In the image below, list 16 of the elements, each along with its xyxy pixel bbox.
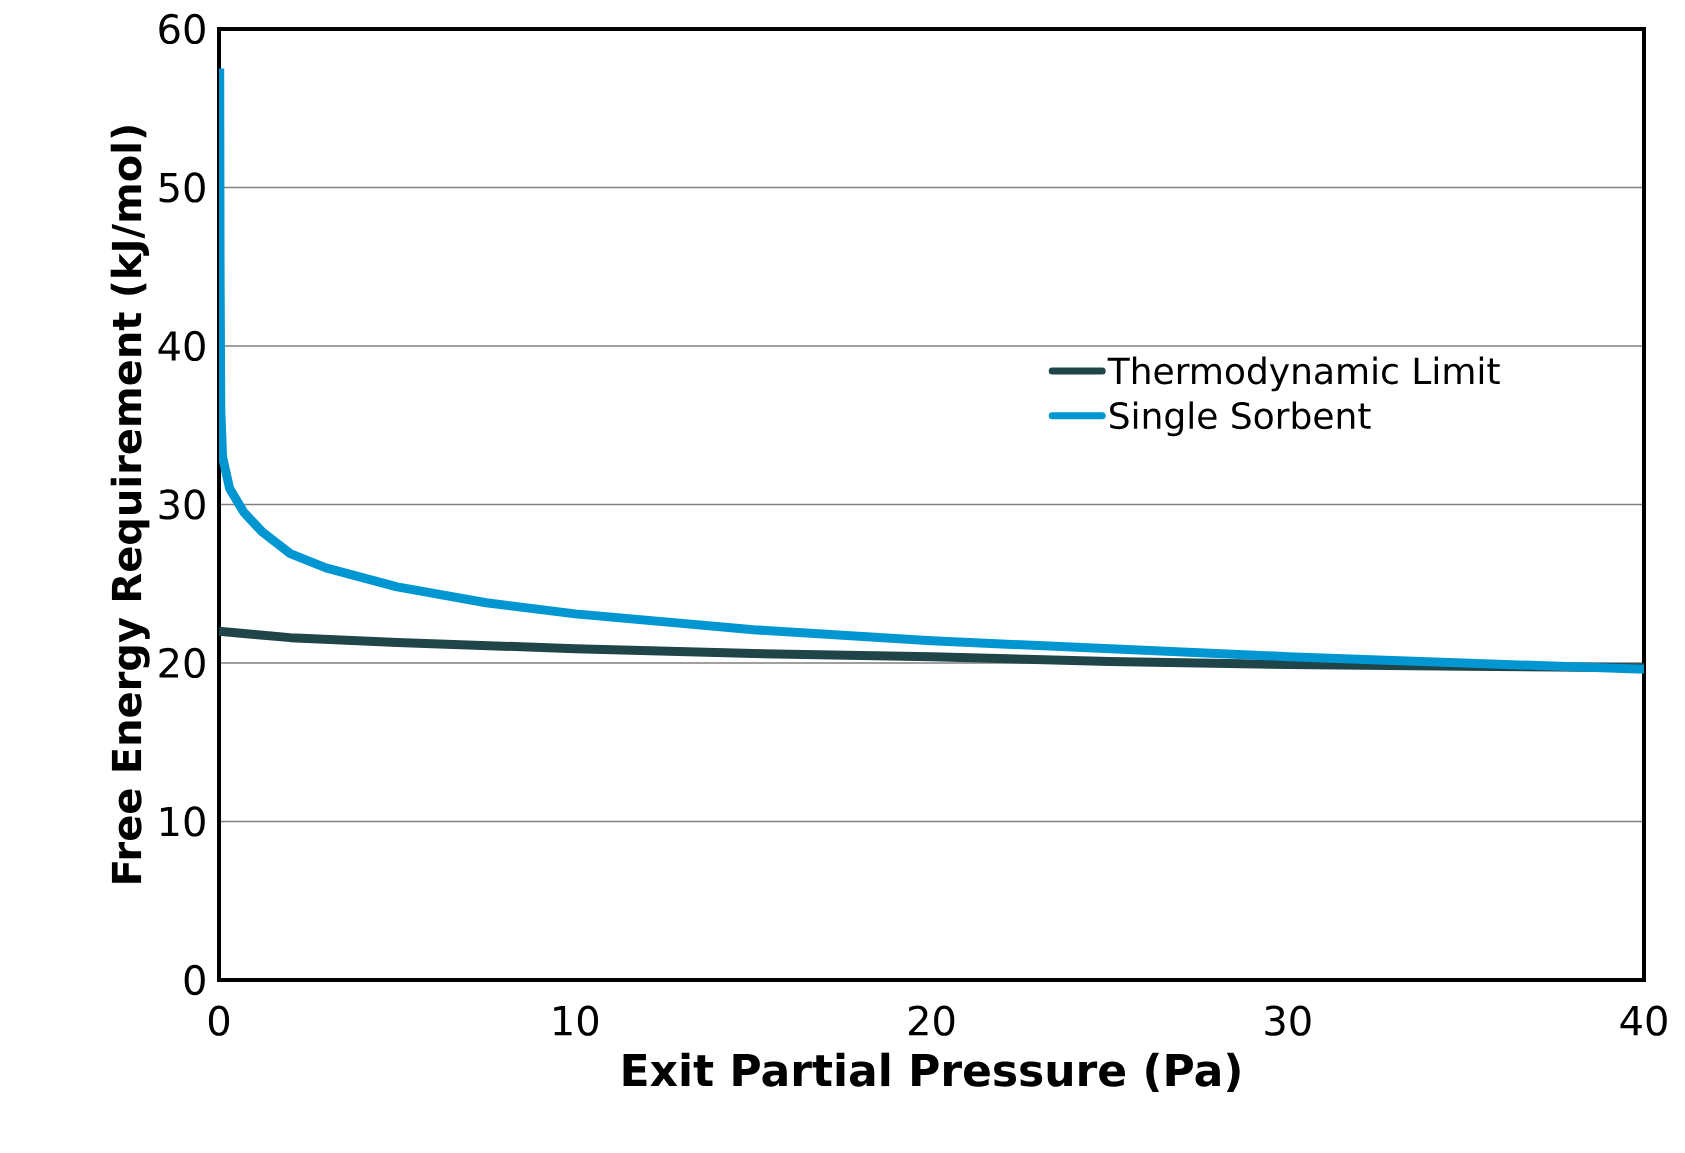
legend-label: Thermodynamic Limit — [1107, 356, 1500, 392]
x-axis-title: Exit Partial Pressure (Pa) — [623, 1052, 1240, 1092]
x-tick-label: 0 — [208, 1005, 230, 1036]
y-tick-label: 50 — [159, 172, 205, 203]
x-tick-label: 40 — [1620, 1005, 1667, 1036]
y-tick-label: 60 — [159, 13, 205, 45]
y-tick-label: 20 — [159, 647, 205, 679]
x-tick-label: 20 — [908, 1005, 955, 1036]
legend-label: Single Sorbent — [1110, 401, 1371, 437]
y-axis-title: Free Energy Requirement (kJ/mol) — [110, 126, 150, 883]
y-tick-label: 40 — [158, 330, 205, 362]
x-tick-label: 30 — [1265, 1005, 1311, 1036]
x-tick-label: 10 — [554, 1005, 599, 1036]
y-tick-label: 30 — [159, 489, 205, 520]
y-tick-label: 10 — [160, 806, 205, 837]
y-tick-label: 0 — [184, 964, 205, 996]
